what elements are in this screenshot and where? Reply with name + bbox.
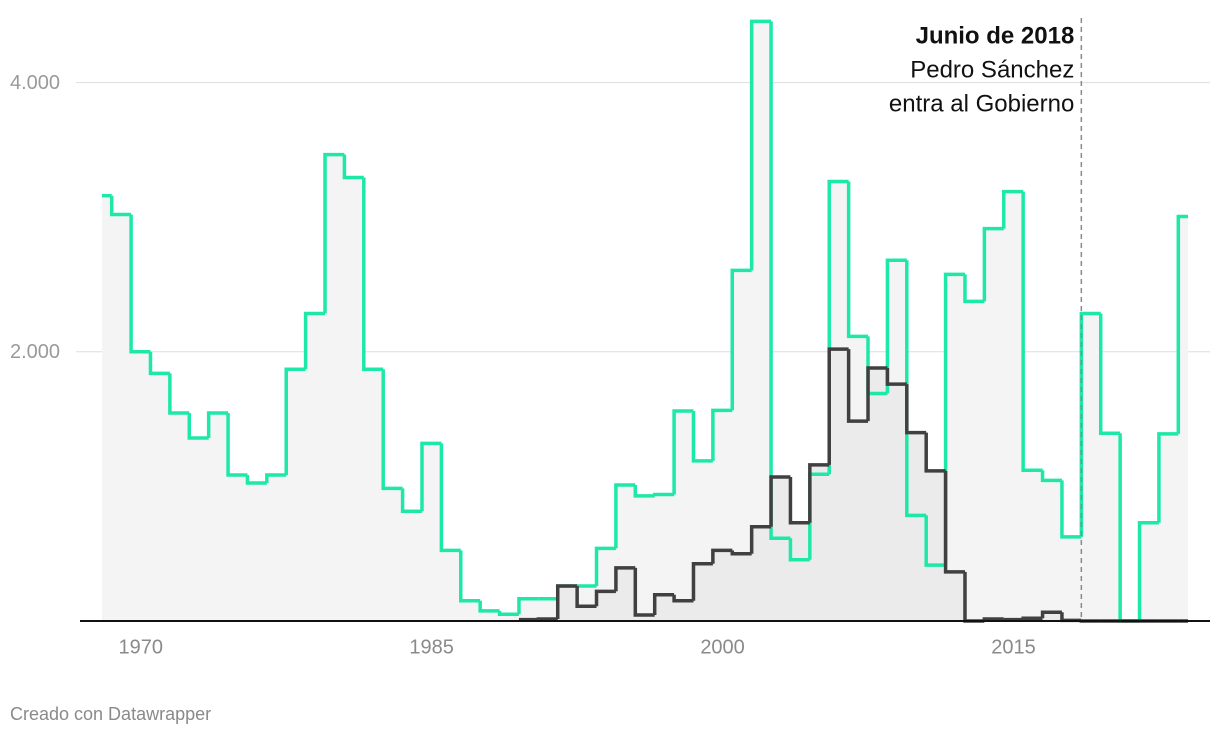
step [652,593,675,615]
step [633,567,655,617]
step [1040,610,1062,619]
step [1176,214,1188,434]
y-tick-label: 4.000 [10,72,60,94]
step [148,351,170,376]
step [924,432,946,473]
step [1021,616,1043,621]
y-tick-label: 2.000 [10,341,60,363]
step [1040,470,1062,483]
step [788,476,810,525]
step [265,473,287,484]
step [652,492,675,497]
step [555,584,578,619]
step [381,369,403,491]
step [206,411,229,438]
step [575,586,597,608]
step [1137,520,1159,621]
step [905,384,927,435]
step [769,21,791,540]
step [284,367,306,475]
step [362,177,384,372]
step [749,525,772,554]
step [478,600,500,613]
step [982,226,1004,302]
step [672,594,694,603]
area [102,21,1188,622]
step [109,195,132,217]
x-tick-label: 2015 [991,636,1036,658]
step [1021,191,1043,472]
step [672,409,694,495]
step [730,268,752,411]
step [1157,432,1179,523]
step [846,349,869,423]
step [323,152,345,314]
step [711,548,733,564]
step [885,258,907,394]
step [808,463,830,523]
step [1002,189,1024,229]
annotation-text: Pedro Sánchez [910,56,1074,83]
step [788,538,810,562]
area [518,349,1188,621]
footer: Creado con Datawrapper [10,704,211,724]
step [536,617,558,621]
step [943,470,965,574]
step [691,411,713,463]
step [730,550,752,556]
step [614,566,636,592]
step [439,443,461,553]
step [866,366,888,422]
step [1060,480,1082,539]
step [400,488,422,514]
step [342,154,364,180]
step [303,311,326,370]
step [905,260,927,518]
step [1118,433,1140,623]
step [963,274,985,304]
step [517,597,539,615]
x-tick-label: 2000 [700,636,745,658]
step [594,589,616,607]
step [1002,617,1024,622]
step [846,181,869,339]
step [1098,313,1121,435]
annotation-text: entra al Gobierno [889,90,1074,117]
step [769,475,791,527]
step [614,483,636,549]
step [943,272,965,566]
step [885,367,907,386]
step [459,550,481,603]
step [924,515,946,567]
step [749,19,772,271]
annotation-text: Junio de 2018 [916,22,1075,49]
step [420,441,442,512]
step [594,546,616,587]
step [245,474,267,485]
step [827,347,849,465]
step [226,413,248,477]
step [711,408,733,461]
x-tick-label: 1985 [409,636,454,658]
step [168,373,190,415]
step [129,214,151,354]
step [497,610,519,617]
x-tick-label: 1970 [119,636,164,658]
step [187,413,209,440]
step [691,562,713,601]
step [633,485,655,498]
